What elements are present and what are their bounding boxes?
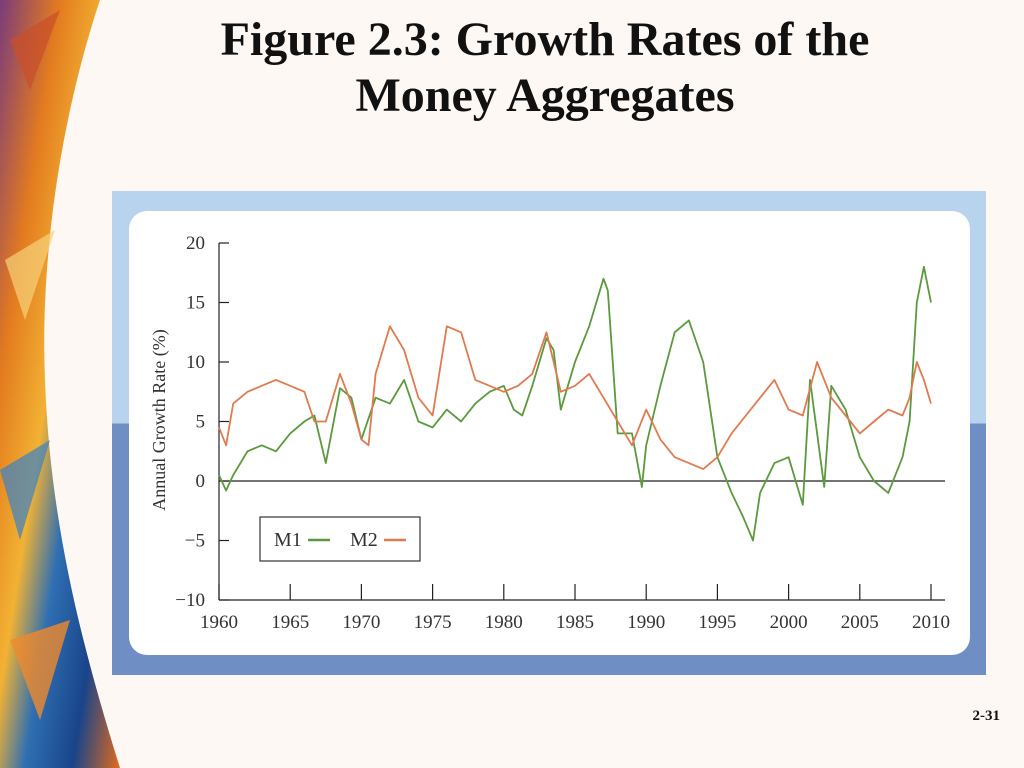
y-tick-label: 15 (186, 293, 205, 314)
slide-number: 2-31 (972, 708, 1001, 724)
y-tick-label: 5 (196, 412, 206, 433)
x-tick-label: 1960 (200, 612, 238, 633)
y-tick-label: 10 (186, 352, 205, 373)
x-tick-label: 1980 (485, 612, 523, 633)
x-tick-label: 2000 (770, 612, 808, 633)
series-line-m1 (218, 265, 932, 542)
y-tick-label: −10 (175, 590, 205, 611)
x-tick-label: 1965 (271, 612, 309, 633)
x-tick-label: 2010 (912, 612, 950, 633)
legend-group: M1 M2 (259, 516, 421, 562)
x-tick-label: 1990 (627, 612, 665, 633)
x-tick-label: 1985 (556, 612, 594, 633)
chart-panel (129, 211, 970, 655)
series-lines-group (218, 265, 932, 542)
y-axis-label: Annual Growth Rate (%) (149, 329, 170, 510)
decorative-feather-art (0, 0, 120, 768)
x-tick-label: 1975 (414, 612, 452, 633)
slide-title: Figure 2.3: Growth Rates of the Money Ag… (110, 12, 980, 124)
y-tick-label: −5 (185, 531, 205, 552)
x-tick-label: 2005 (841, 612, 879, 633)
legend-label-m1: M1 (274, 529, 302, 551)
series-line-m2 (218, 325, 932, 471)
y-tick-label: 20 (186, 233, 205, 254)
x-tick-label: 1995 (698, 612, 736, 633)
legend-label-m2: M2 (350, 529, 378, 551)
slide-title-line-1: Figure 2.3: Growth Rates of the (220, 13, 870, 66)
x-tick-label: 1970 (342, 612, 380, 633)
y-tick-label: 0 (196, 471, 206, 492)
slide-title-line-2: Money Aggregates (355, 69, 735, 122)
